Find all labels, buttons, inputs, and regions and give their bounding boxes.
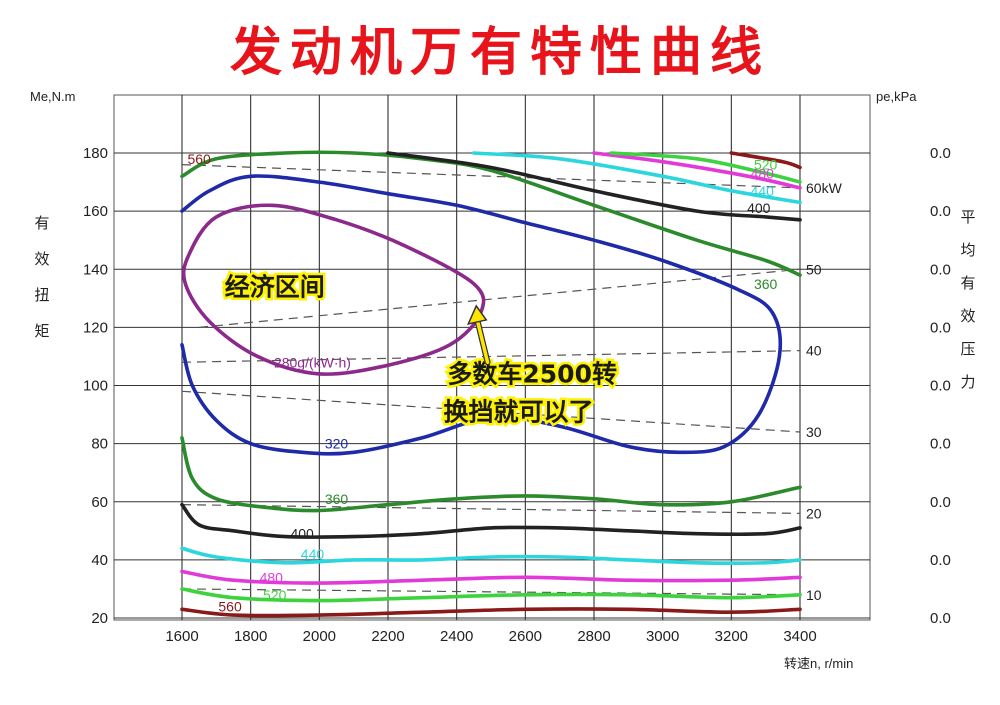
x-axis-label: 转速n, r/min [784,656,853,671]
annotation-shift-line2: 换挡就可以了 [443,397,593,426]
bsfc-contour-label: 520 [263,587,287,603]
y-axis-label-char: 扭 [34,286,49,304]
x-tick-label: 2200 [371,628,404,645]
y2-tick-label: 0.0 [930,610,951,627]
power-line [181,504,801,514]
x-tick-label: 3400 [783,628,816,645]
bsfc-contour-label: 480 [260,569,284,585]
curves [180,150,802,618]
bsfc-contour [592,151,802,190]
x-tick-label: 2400 [440,628,473,645]
y-axis-unit: Me,N.m [30,89,76,104]
bsfc-contour-label: 560 [218,598,242,614]
y2-axis-unit: pe,kPa [876,89,917,104]
bsfc-contour [472,151,802,205]
bsfc-contour [180,607,802,618]
bsfc-contour-label: 440 [301,546,325,562]
y2-axis-label-char: 均 [960,241,975,259]
arrow-shaft [475,318,490,364]
y2-axis-label-char: 压 [960,340,975,358]
y-tick-label: 140 [83,261,108,278]
bsfc-contour [180,546,802,565]
y-tick-label: 60 [91,494,108,511]
y-tick-label: 160 [83,203,108,220]
y2-tick-label: 0.0 [930,203,951,220]
power-line-label: 60kW [806,180,843,196]
bsfc-contour-label: 520 [754,157,778,173]
bsfc-contour [180,436,802,513]
plot-border [113,94,871,621]
bsfc-contour-label: 360 [754,276,778,292]
bsfc-contour-label: 440 [751,183,775,199]
x-tick-label: 1600 [165,628,198,645]
bsfc-contour [180,502,802,539]
y2-tick-label: 0.0 [930,436,951,453]
plot-frame [113,94,871,621]
x-tick-label: 3000 [646,628,679,645]
y-tick-label: 80 [91,436,108,453]
power-line-label: 20 [806,505,822,521]
chart-title: 发动机万有特性曲线 [229,22,770,83]
bsfc-contour [609,151,802,184]
bsfc-contour [729,151,802,170]
axes-text: 1600 1800 2000 2200 2400 2600 2800 3000 3200 3400… [30,89,976,671]
x-tick-label: 2000 [303,628,336,645]
bsfc-contour [386,151,802,222]
x-tick-label: 1800 [234,628,267,645]
y-axis-label-char: 有 [34,214,49,232]
power-line [181,588,801,596]
power-line [199,268,801,328]
arrow-head [466,304,488,325]
bsfc-contour [181,203,486,376]
y2-tick-label: 0.0 [930,145,951,162]
y2-axis-label-char: 平 [960,208,975,226]
y-axis-label-char: 效 [34,250,49,268]
y2-tick-label: 0.0 [930,378,951,395]
bsfc-contour-label: 320 [325,436,349,452]
y-axis-label-char: 矩 [34,322,49,340]
y2-tick-label: 0.0 [930,261,951,278]
bsfc-contour-label: 400 [747,200,771,216]
power-line [181,390,801,433]
x-tick-label: 2800 [577,628,610,645]
bsfc-contour-label: 400 [290,526,314,542]
y2-axis-label-char: 效 [960,307,975,325]
y-tick-label: 20 [91,610,108,627]
annotation-economy-zone: 经济区间 [225,272,325,301]
bsfc-contour [180,569,802,585]
power-line-label: 50 [806,261,822,277]
y2-tick-label: 0.0 [930,494,951,511]
power-line [181,350,801,363]
curve-labels: 60kW 50 40 30 20 10 280g/(kW·h) 320 360 360 400 400… [187,151,842,615]
y2-tick-label: 0.0 [930,319,951,336]
power-line-label: 40 [806,343,822,359]
x-tick-label: 2600 [509,628,542,645]
power-line-label: 30 [806,424,822,440]
bsfc-contour-label: 560 [187,151,211,167]
y-tick-label: 100 [83,378,108,395]
bsfc-contour [180,587,802,603]
y-tick-label: 120 [83,319,108,336]
annotation-shift-line1: 多数车2500转 [447,360,617,389]
y-tick-label: 40 [91,552,108,569]
bsfc-contour-label: 360 [325,491,349,507]
bsfc-contour-label: 480 [751,165,775,181]
y2-axis-label-char: 有 [960,274,975,292]
power-line-label: 10 [806,587,822,603]
y2-tick-label: 0.0 [930,552,951,569]
y2-axis-label-char: 力 [960,373,975,391]
x-tick-label: 3200 [715,628,748,645]
y-tick-label: 180 [83,145,108,162]
bsfc-contour-label: 280g/(kW·h) [274,354,351,370]
bsfc-contour [180,174,783,456]
